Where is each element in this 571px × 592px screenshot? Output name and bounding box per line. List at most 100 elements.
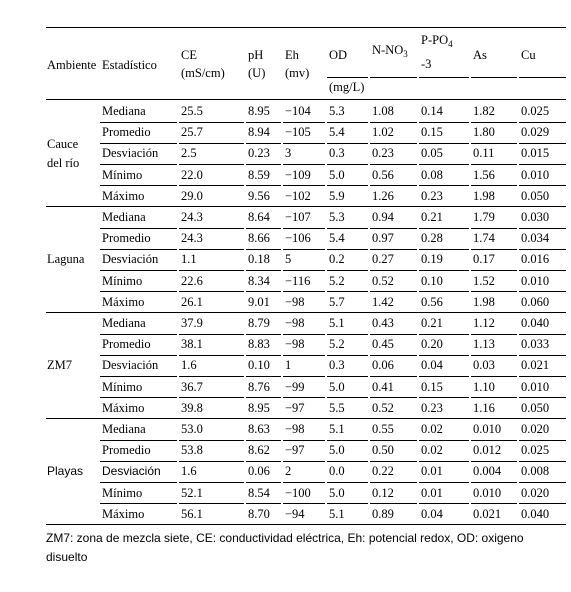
unit-label: (mg/L)	[329, 80, 365, 94]
rule	[471, 77, 517, 78]
rule	[419, 482, 469, 483]
cell: 0.08	[421, 167, 443, 182]
rule	[519, 142, 566, 144]
rule	[519, 333, 566, 335]
cell: 5.0	[329, 485, 345, 500]
cell: 5.0	[329, 379, 345, 394]
cell: 0.21	[421, 210, 443, 224]
rule	[519, 503, 566, 505]
rule	[327, 439, 368, 441]
rule	[419, 185, 469, 187]
rule	[179, 227, 244, 229]
cell: 0.02	[421, 443, 443, 458]
cell: 0.025	[521, 104, 550, 118]
row-label: Máximo	[102, 400, 145, 415]
header-cell: pH	[248, 48, 264, 62]
rule	[519, 397, 566, 399]
rule	[519, 121, 566, 123]
row-label: Máximo	[102, 506, 145, 521]
cell: 1.1	[181, 252, 197, 267]
row-label: Mediana	[102, 210, 146, 224]
rule	[519, 376, 566, 377]
rule	[100, 142, 177, 144]
cell: 5	[285, 252, 292, 267]
cell: 5.4	[329, 231, 345, 246]
header-cell: As	[473, 48, 487, 62]
cell: 25.5	[181, 104, 203, 118]
rule	[246, 482, 281, 483]
cell: 0.025	[521, 443, 550, 458]
cell: 1.98	[473, 188, 495, 203]
rule	[179, 439, 244, 441]
cell: 0.021	[521, 358, 550, 373]
rule	[327, 248, 368, 250]
rule	[327, 270, 368, 271]
cell: 1.10	[473, 379, 495, 394]
rule	[246, 248, 281, 250]
cell: 1.6	[181, 464, 197, 479]
rule	[419, 121, 469, 123]
rule	[370, 248, 417, 250]
rule	[246, 460, 281, 462]
cell: 8.95	[248, 400, 270, 415]
rule	[471, 354, 517, 356]
cell: 8.62	[248, 443, 270, 458]
cell: 0.012	[473, 443, 502, 458]
cell: 52.1	[181, 485, 203, 500]
cell: 0.060	[521, 294, 550, 309]
rule	[100, 291, 177, 293]
cell: 0.040	[521, 316, 550, 330]
cell: 0.008	[521, 464, 550, 479]
rule	[246, 439, 281, 441]
cell: 0.18	[248, 252, 270, 267]
cell: 9.56	[248, 188, 270, 203]
cell: 0.97	[372, 231, 394, 246]
rule	[419, 503, 469, 505]
cell: 1.82	[473, 104, 495, 118]
rule	[419, 397, 469, 399]
cell: 0.10	[248, 358, 270, 373]
rule	[471, 248, 517, 250]
rule	[100, 227, 177, 229]
rule	[100, 270, 177, 271]
row-label: Desviación	[102, 358, 159, 373]
cell: 0.89	[372, 506, 394, 521]
cell: −94	[285, 506, 305, 521]
cell: 1.02	[372, 125, 394, 140]
rule	[327, 333, 368, 335]
cell: 0.016	[521, 252, 550, 267]
cell: 1.13	[473, 337, 495, 352]
rule	[519, 439, 566, 441]
rule	[246, 354, 281, 356]
cell: 0.021	[473, 506, 502, 521]
cell: 53.0	[181, 422, 203, 436]
cell: 5.1	[329, 316, 345, 330]
cell: 0.94	[372, 210, 394, 224]
rule	[283, 397, 325, 399]
rule	[100, 333, 177, 335]
ambiente-label: Cauce	[47, 136, 79, 151]
rule	[327, 185, 368, 187]
rule	[283, 376, 325, 377]
cell: 1.26	[372, 188, 394, 203]
rule	[370, 227, 417, 229]
rule	[100, 460, 177, 462]
cell: 38.1	[181, 337, 203, 352]
cell: −109	[285, 167, 311, 182]
cell: 0.52	[372, 400, 394, 415]
cell: 0.04	[421, 358, 443, 373]
cell: 8.63	[248, 422, 270, 436]
cell: 0.20	[421, 337, 443, 352]
cell: 1.12	[473, 316, 495, 330]
cell: 0.22	[372, 464, 394, 479]
rule	[370, 333, 417, 335]
cell: 5.0	[329, 167, 345, 182]
rule	[327, 77, 368, 78]
rule	[246, 164, 281, 165]
cell: 5.0	[329, 443, 345, 458]
cell: 0.06	[248, 464, 270, 479]
rule	[179, 164, 244, 165]
rule	[419, 270, 469, 271]
cell: 0.010	[521, 273, 550, 288]
